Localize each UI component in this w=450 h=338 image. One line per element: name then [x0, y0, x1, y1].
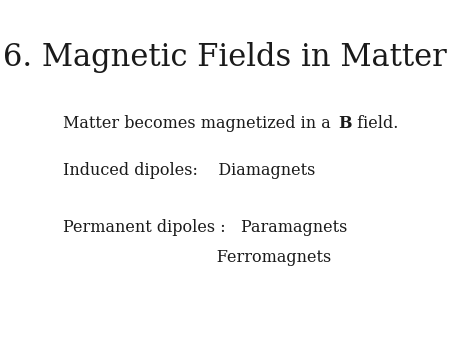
Text: Matter becomes magnetized in a: Matter becomes magnetized in a: [63, 115, 336, 132]
Text: B: B: [338, 115, 352, 132]
Text: Induced dipoles:    Diamagnets: Induced dipoles: Diamagnets: [63, 162, 315, 179]
Text: Ferromagnets: Ferromagnets: [63, 249, 331, 266]
Text: Permanent dipoles :   Paramagnets: Permanent dipoles : Paramagnets: [63, 219, 347, 236]
Text: field.: field.: [352, 115, 399, 132]
Text: 6. Magnetic Fields in Matter: 6. Magnetic Fields in Matter: [3, 42, 447, 73]
